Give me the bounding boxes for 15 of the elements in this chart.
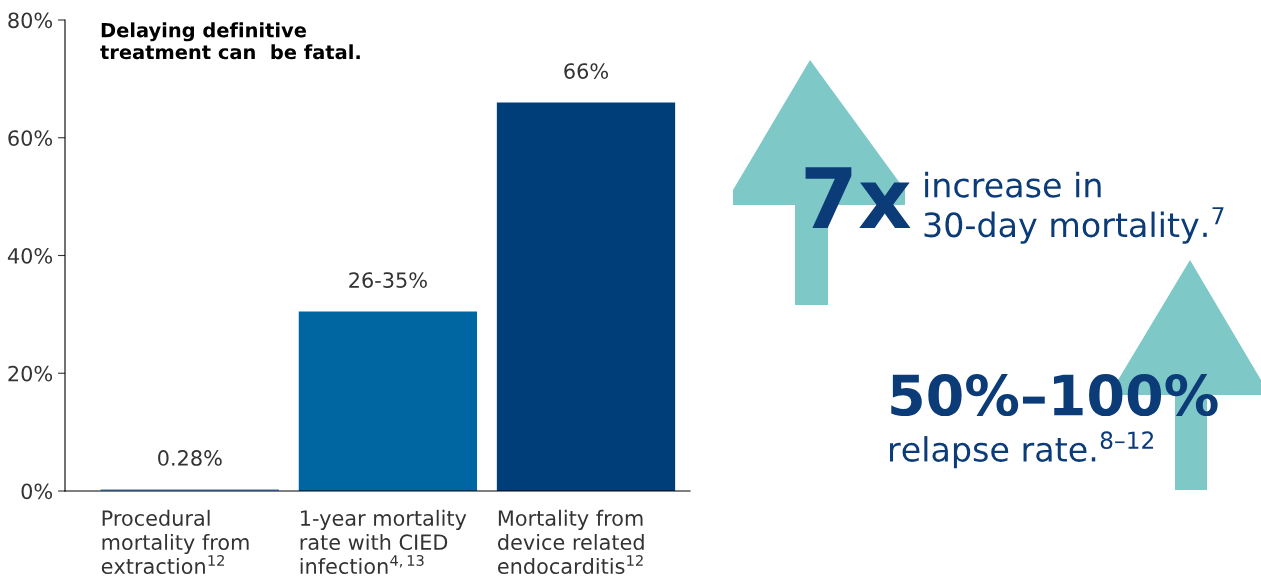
- y-tick-label: 60%: [8, 130, 53, 146]
- x-tick-label: 1-year mortality rate with CIED infection$^{4,13}$: [300, 509, 467, 575]
- y-tick-label: 40%: [7, 247, 53, 264]
- annotation: 26-35%: [349, 272, 427, 288]
- text: Delaying definitive treatment can be fatal.: [100, 22, 360, 60]
- text: relapse rate.$^{8–12}$: [890, 431, 1154, 469]
- text: increase in 30-day mortality.$^{7}$: [924, 171, 1224, 244]
- x-tick-label: Mortality from device related endocarditis$^{12}$: [498, 509, 644, 575]
- y-tick-label: 80%: [8, 12, 53, 29]
- data-label: 66%: [564, 63, 608, 79]
- text: 50%–100%: [891, 374, 1218, 417]
- x-tick-label: Procedural mortality from extraction$^{12}$: [101, 509, 249, 575]
- y-tick-label: 0%: [21, 483, 53, 500]
- data-label: 0.28%: [158, 450, 222, 466]
- y-tick-label: 20%: [8, 365, 53, 382]
